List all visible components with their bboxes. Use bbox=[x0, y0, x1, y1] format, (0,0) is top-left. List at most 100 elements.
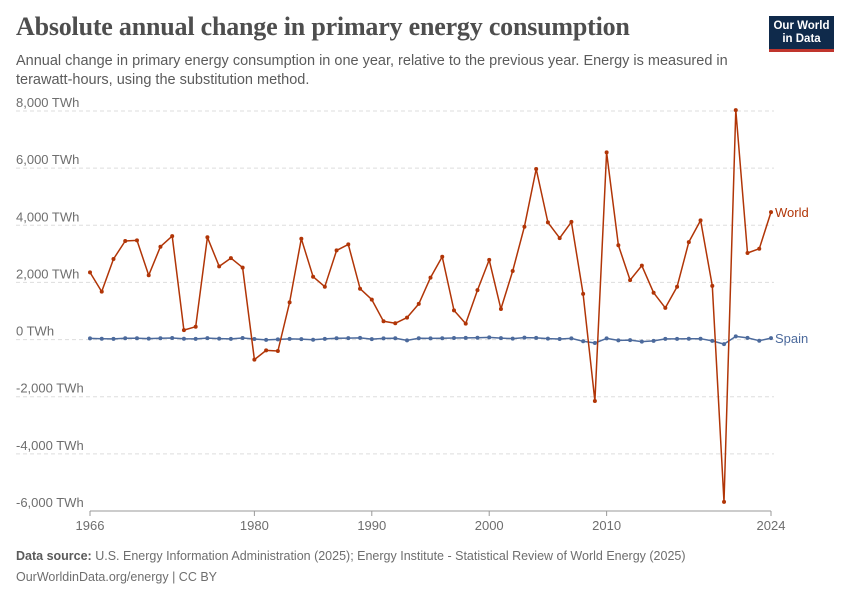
chart-subtitle: Annual change in primary energy consumpt… bbox=[16, 53, 728, 88]
data-point bbox=[428, 336, 433, 341]
data-point bbox=[228, 256, 233, 261]
data-point bbox=[111, 257, 116, 261]
data-point bbox=[651, 338, 656, 343]
source-text: U.S. Energy Information Administration (… bbox=[95, 549, 686, 563]
data-point bbox=[722, 342, 727, 347]
data-point bbox=[534, 167, 539, 171]
data-point bbox=[522, 224, 527, 229]
data-point bbox=[440, 336, 445, 341]
data-point bbox=[205, 235, 210, 240]
data-point bbox=[405, 338, 410, 343]
data-point bbox=[733, 334, 738, 339]
data-point bbox=[252, 357, 257, 362]
data-point bbox=[346, 336, 351, 341]
data-point bbox=[498, 336, 503, 341]
y-tick-label: 4,000 TWh bbox=[16, 209, 79, 224]
data-point bbox=[311, 274, 316, 279]
data-point bbox=[158, 336, 163, 341]
data-point bbox=[393, 321, 398, 326]
data-point bbox=[510, 269, 515, 273]
data-point bbox=[88, 336, 92, 341]
series-label-world: World bbox=[775, 205, 809, 220]
data-point bbox=[628, 338, 633, 343]
data-point bbox=[534, 335, 539, 340]
data-point bbox=[475, 288, 480, 293]
data-point bbox=[217, 264, 222, 269]
data-point bbox=[381, 336, 386, 341]
data-point bbox=[205, 336, 210, 341]
data-point bbox=[287, 336, 292, 341]
data-point bbox=[275, 349, 280, 353]
data-point bbox=[416, 336, 421, 341]
data-point bbox=[545, 220, 550, 225]
data-point bbox=[651, 290, 656, 295]
data-point bbox=[487, 257, 492, 262]
data-point bbox=[569, 336, 574, 341]
data-point bbox=[264, 337, 269, 342]
data-point bbox=[123, 336, 128, 341]
data-point bbox=[733, 108, 738, 113]
data-point bbox=[322, 336, 327, 341]
y-tick-label: 0 TWh bbox=[16, 324, 54, 339]
data-point bbox=[451, 336, 456, 340]
data-point bbox=[181, 336, 186, 341]
data-point bbox=[275, 337, 280, 342]
series-spain bbox=[88, 334, 773, 347]
data-point bbox=[663, 336, 668, 341]
data-point bbox=[322, 284, 327, 289]
data-point bbox=[604, 336, 609, 341]
data-point bbox=[287, 300, 292, 305]
logo-line-2: in Data bbox=[782, 33, 821, 45]
data-point bbox=[475, 335, 480, 340]
y-tick-label: -6,000 TWh bbox=[16, 495, 84, 510]
data-point bbox=[88, 270, 92, 275]
data-point bbox=[710, 338, 715, 343]
data-point bbox=[557, 337, 562, 341]
data-point bbox=[181, 328, 186, 333]
data-point bbox=[405, 315, 410, 320]
source-label: Data source: bbox=[16, 549, 92, 563]
data-point bbox=[604, 150, 609, 155]
data-point bbox=[616, 338, 621, 343]
y-tick-label: 8,000 TWh bbox=[16, 95, 79, 110]
data-point bbox=[569, 219, 574, 224]
data-point bbox=[299, 337, 304, 342]
chart-title: Absolute annual change in primary energy… bbox=[16, 12, 630, 41]
data-point bbox=[358, 286, 363, 291]
data-point bbox=[663, 305, 668, 310]
data-point bbox=[722, 499, 727, 504]
data-point bbox=[134, 238, 139, 243]
footer-url[interactable]: OurWorldinData.org/energy | CC BY bbox=[16, 570, 218, 584]
data-point bbox=[581, 339, 586, 344]
data-point bbox=[487, 335, 492, 340]
data-point bbox=[369, 337, 374, 342]
data-point bbox=[146, 273, 151, 278]
data-point bbox=[311, 337, 316, 342]
y-tick-label: -4,000 TWh bbox=[16, 438, 84, 453]
data-point bbox=[510, 336, 515, 341]
data-point bbox=[123, 239, 128, 243]
data-point bbox=[757, 338, 762, 343]
data-point bbox=[639, 339, 644, 344]
data-point bbox=[170, 336, 175, 340]
data-point bbox=[299, 236, 304, 241]
data-point bbox=[592, 399, 597, 403]
data-point bbox=[463, 335, 468, 340]
data-point bbox=[628, 278, 633, 283]
data-point bbox=[346, 242, 351, 247]
data-point bbox=[416, 301, 421, 306]
data-point bbox=[522, 335, 527, 340]
data-point bbox=[334, 248, 339, 253]
data-point bbox=[769, 336, 773, 341]
data-point bbox=[440, 254, 445, 259]
series-line-world bbox=[89, 109, 772, 503]
data-point bbox=[710, 283, 715, 288]
data-point bbox=[698, 218, 703, 223]
data-point bbox=[463, 321, 468, 326]
x-tick-label: 1966 bbox=[76, 518, 105, 533]
owid-logo[interactable]: Our World in Data bbox=[769, 16, 834, 52]
data-point bbox=[451, 308, 456, 313]
data-point bbox=[616, 243, 621, 248]
data-point bbox=[334, 336, 339, 341]
